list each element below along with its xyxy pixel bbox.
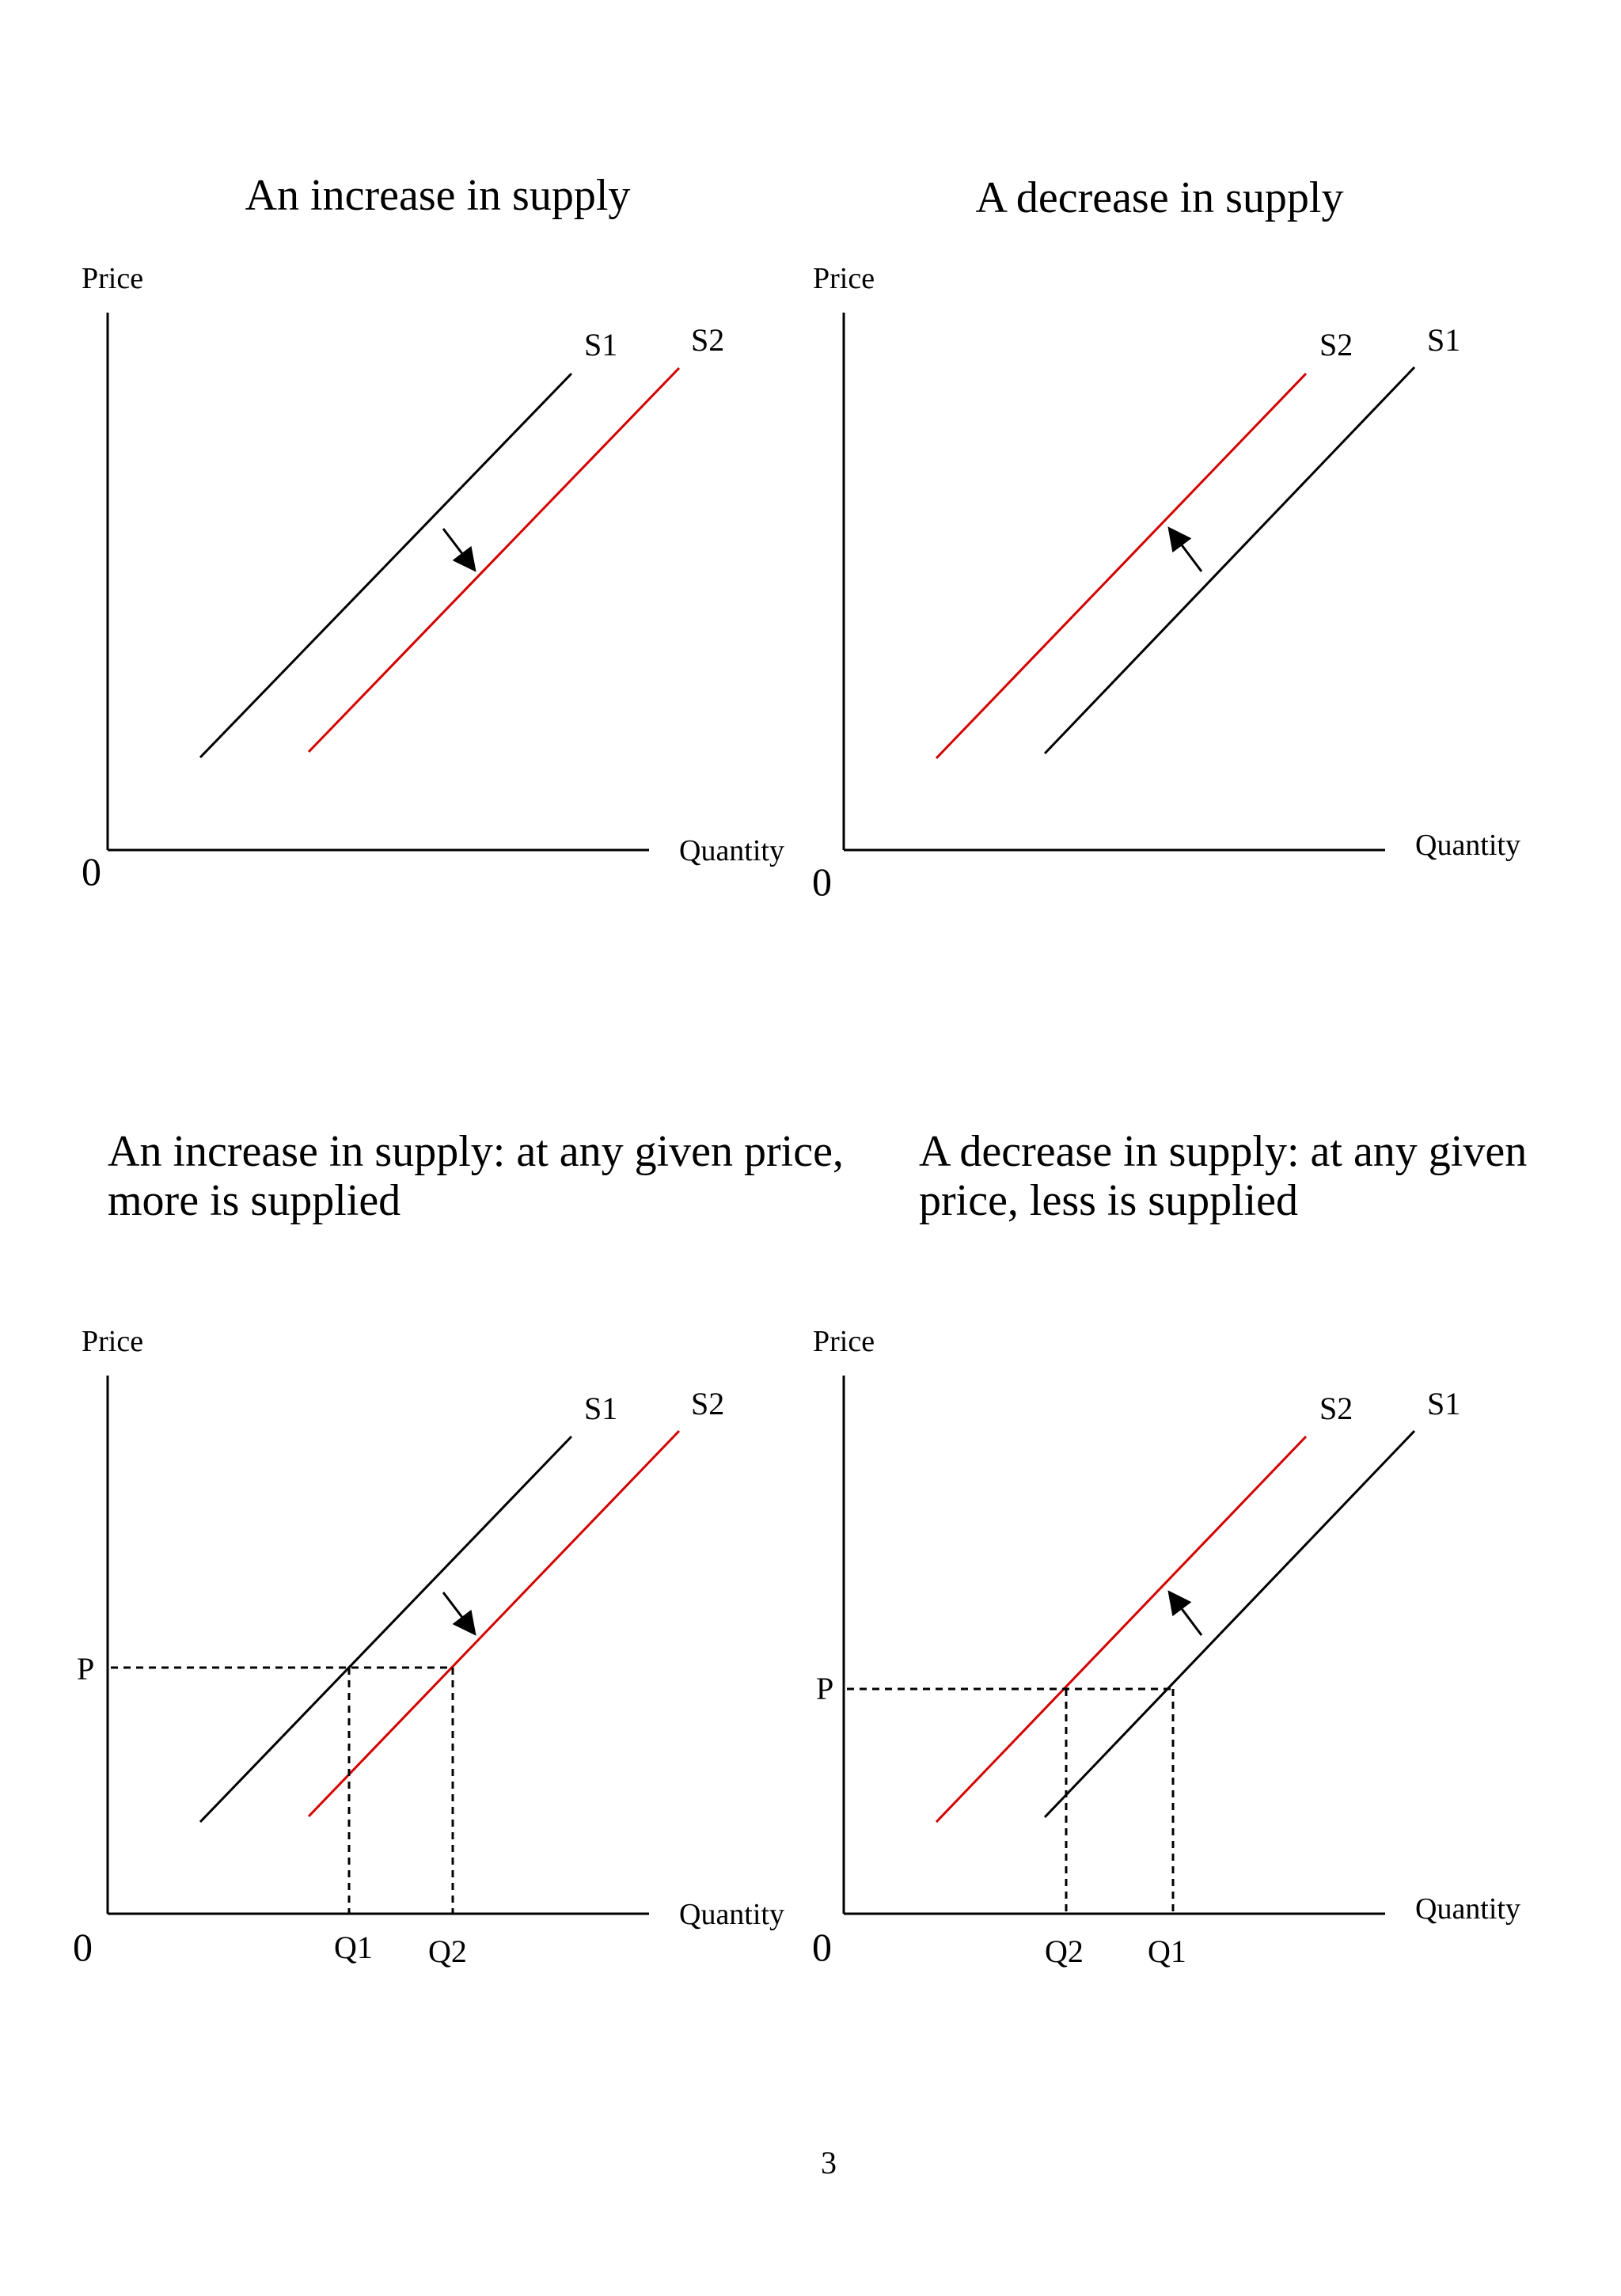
diagram-decrease-supply: A decrease in supply Price 0 Quantity S1… bbox=[812, 173, 1520, 904]
diagram-decrease-supply-detailed: A decrease in supply: at any given price… bbox=[812, 1127, 1527, 1969]
x-axis-label: Quantity bbox=[679, 834, 784, 867]
page-number: 3 bbox=[821, 2145, 837, 2180]
supply-curve-s2 bbox=[935, 1435, 1308, 1824]
supply-curve-s1 bbox=[1043, 366, 1416, 755]
s1-label: S1 bbox=[584, 327, 617, 362]
shift-arrow bbox=[442, 1592, 476, 1636]
origin-label: 0 bbox=[812, 860, 832, 904]
diagram-title: A decrease in supply bbox=[976, 173, 1344, 222]
q1-label: Q1 bbox=[1148, 1934, 1186, 1969]
s2-label: S2 bbox=[1319, 1391, 1353, 1426]
q1-label: Q1 bbox=[334, 1930, 373, 1965]
supply-curve-s2 bbox=[307, 366, 681, 753]
x-axis-label: Quantity bbox=[1415, 1892, 1520, 1926]
y-axis-label: Price bbox=[82, 262, 143, 295]
supply-curve-s2 bbox=[307, 1429, 681, 1818]
supply-curve-s1 bbox=[199, 1435, 573, 1824]
x-axis-label: Quantity bbox=[1415, 829, 1520, 862]
y-axis-label: Price bbox=[82, 1325, 143, 1358]
q2-label: Q2 bbox=[1045, 1934, 1084, 1969]
price-label: P bbox=[77, 1651, 94, 1687]
supply-curve-s1 bbox=[1043, 1429, 1416, 1819]
supply-curve-s1 bbox=[199, 372, 573, 759]
shift-arrow bbox=[1167, 526, 1203, 572]
caption-line-2: more is supplied bbox=[108, 1176, 401, 1225]
diagram-title: An increase in supply bbox=[245, 171, 631, 220]
caption-line-2: price, less is supplied bbox=[919, 1176, 1298, 1225]
s2-label: S2 bbox=[691, 1386, 724, 1421]
origin-label: 0 bbox=[812, 1925, 832, 1969]
origin-label: 0 bbox=[82, 849, 101, 894]
supply-curve-s2 bbox=[935, 372, 1308, 760]
y-axis-label: Price bbox=[813, 262, 875, 295]
shift-arrow bbox=[442, 528, 476, 572]
diagram-increase-supply: An increase in supply Price 0 Quantity S… bbox=[82, 171, 784, 894]
s1-label: S1 bbox=[1427, 1386, 1460, 1421]
s1-label: S1 bbox=[584, 1391, 617, 1426]
s2-label: S2 bbox=[691, 322, 724, 358]
shift-arrow bbox=[1167, 1590, 1203, 1636]
y-axis-label: Price bbox=[813, 1325, 875, 1358]
q2-label: Q2 bbox=[428, 1934, 467, 1969]
x-axis-label: Quantity bbox=[679, 1898, 784, 1931]
s2-label: S2 bbox=[1319, 327, 1353, 362]
caption-line-1: A decrease in supply: at any given bbox=[919, 1127, 1527, 1176]
caption-line-1: An increase in supply: at any given pric… bbox=[108, 1127, 844, 1176]
s1-label: S1 bbox=[1427, 322, 1460, 358]
diagram-increase-supply-detailed: An increase in supply: at any given pric… bbox=[73, 1127, 844, 1969]
origin-label: 0 bbox=[73, 1925, 93, 1969]
price-label: P bbox=[816, 1671, 833, 1706]
